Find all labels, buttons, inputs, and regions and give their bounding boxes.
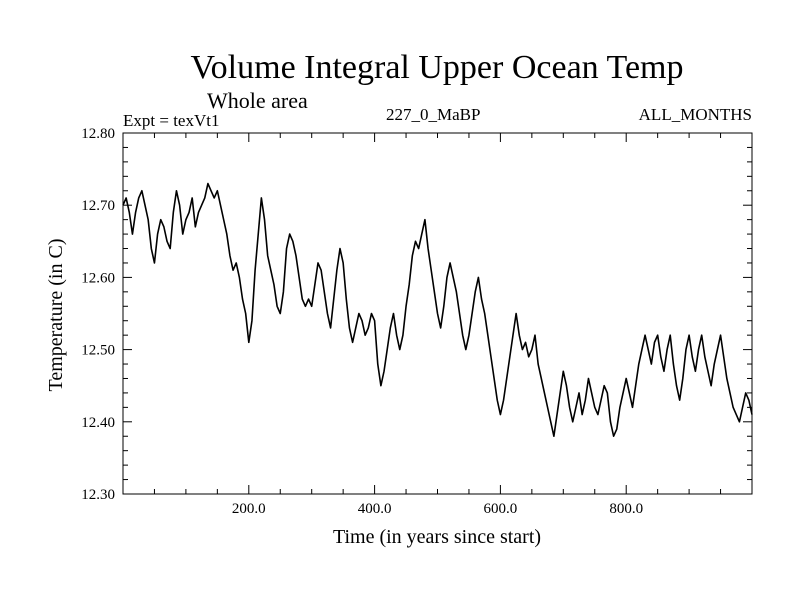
y-tick-label: 12.60 <box>81 270 115 286</box>
y-tick-label: 12.70 <box>81 198 115 214</box>
y-tick-label: 12.80 <box>81 126 115 142</box>
x-axis-label: Time (in years since start) <box>333 526 541 548</box>
x-tick-label: 400.0 <box>358 501 392 517</box>
series-line <box>122 182 753 438</box>
plot-area: 200.0 400.0 600.0 800.0 12.30 12.40 12.50 12.60… <box>81 126 753 517</box>
chart-subtitle: Whole area <box>207 88 308 113</box>
y-axis-label: Temperature (in C) <box>45 239 67 392</box>
y-tick-label: 12.40 <box>81 415 115 431</box>
y-tick-label: 12.50 <box>81 343 115 359</box>
x-tick-label: 800.0 <box>609 501 643 517</box>
y-tick-label: 12.30 <box>81 487 115 503</box>
x-tick-label: 600.0 <box>484 501 518 517</box>
x-tick-label: 200.0 <box>232 501 266 517</box>
experiment-label: Expt = texVt1 <box>123 111 219 130</box>
months-label: ALL_MONTHS <box>639 105 752 124</box>
chart-title: Volume Integral Upper Ocean Temp <box>191 49 684 86</box>
period-label: 227_0_MaBP <box>386 105 480 124</box>
